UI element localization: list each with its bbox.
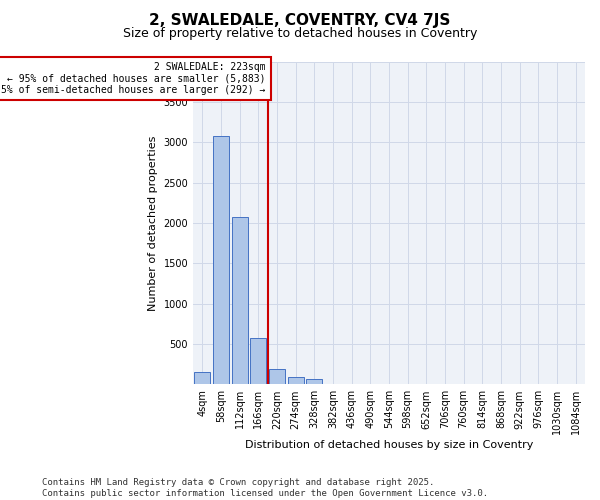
Text: Size of property relative to detached houses in Coventry: Size of property relative to detached ho… — [123, 28, 477, 40]
Bar — [213, 136, 229, 384]
Bar — [269, 368, 285, 384]
X-axis label: Distribution of detached houses by size in Coventry: Distribution of detached houses by size … — [245, 440, 533, 450]
Bar — [232, 218, 248, 384]
Bar — [194, 372, 210, 384]
Bar — [250, 338, 266, 384]
Bar — [288, 378, 304, 384]
Text: 2, SWALEDALE, COVENTRY, CV4 7JS: 2, SWALEDALE, COVENTRY, CV4 7JS — [149, 12, 451, 28]
Text: 2 SWALEDALE: 223sqm
← 95% of detached houses are smaller (5,883)
5% of semi-deta: 2 SWALEDALE: 223sqm ← 95% of detached ho… — [1, 62, 266, 94]
Y-axis label: Number of detached properties: Number of detached properties — [148, 135, 158, 310]
Bar — [307, 380, 322, 384]
Text: Contains HM Land Registry data © Crown copyright and database right 2025.
Contai: Contains HM Land Registry data © Crown c… — [42, 478, 488, 498]
